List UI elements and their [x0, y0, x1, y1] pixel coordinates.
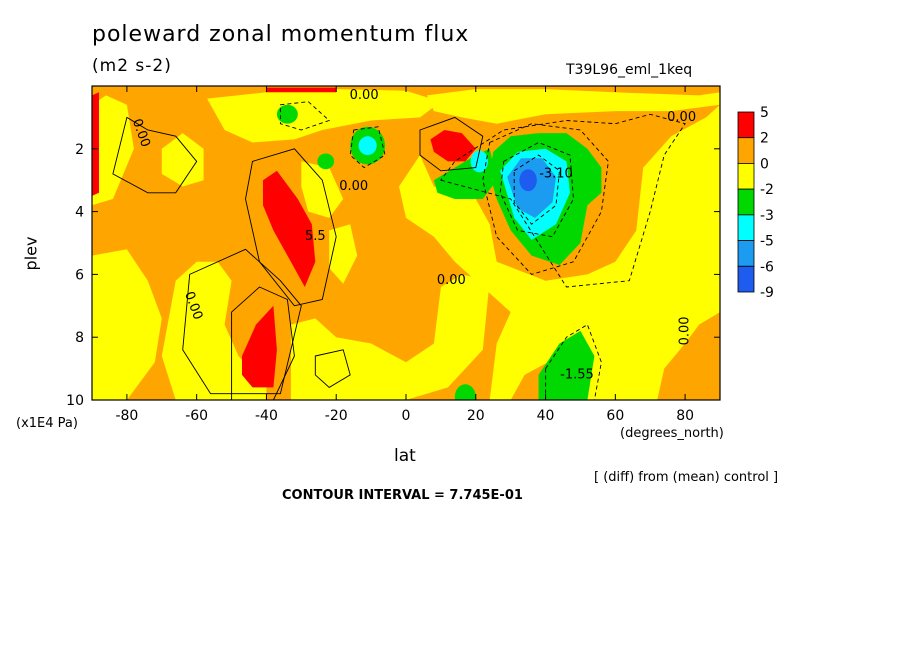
colorbar-swatch-0 — [737, 111, 755, 139]
colorbar-label-1: 2 — [760, 131, 769, 147]
colorbar-swatch-2 — [737, 163, 755, 190]
fill-yellow-region-5 — [301, 161, 344, 218]
colorbar-label-7: -9 — [760, 285, 774, 301]
x-axis-label: lat — [394, 446, 416, 466]
contour-label-2: 0.00 — [667, 110, 696, 125]
x-axis-unit: (degrees_north) — [620, 426, 724, 441]
fill-red-sh-upper — [263, 170, 316, 287]
fill-yellow-region-0 — [92, 95, 134, 206]
fill-red-top — [266, 87, 337, 93]
y-axis-unit: (x1E4 Pa) — [16, 416, 78, 431]
contour-line-10 — [545, 323, 602, 400]
contour-line-4 — [182, 248, 302, 395]
fill-yellow-region-7 — [290, 274, 490, 400]
contour-label-7: -1.55 — [560, 367, 594, 382]
fill-red-edge — [92, 92, 99, 196]
y-tick-label-0: 2 — [75, 142, 84, 158]
fill-yellow-region-10 — [692, 161, 720, 306]
y-tick-label-1: 4 — [75, 205, 84, 221]
colorbar-label-4: -3 — [760, 208, 774, 224]
colorbar-label-5: -5 — [760, 234, 774, 250]
colorbar-swatch-1 — [737, 137, 755, 164]
x-tick-label-2: -40 — [255, 408, 278, 424]
fill-green-blob-2 — [276, 104, 298, 124]
fill-yellow-region-2 — [161, 133, 204, 187]
colorbar-label-0: 5 — [760, 105, 769, 121]
y-tick-label-3: 8 — [75, 330, 84, 346]
x-tick-label-0: -80 — [115, 408, 138, 424]
fill-blue-core — [519, 169, 537, 192]
contour-line-8 — [513, 154, 560, 225]
chart-title: poleward zonal momentum flux — [92, 22, 470, 47]
colorbar-label-3: -2 — [760, 182, 774, 198]
contour-line-13 — [314, 349, 351, 388]
fill-yellow-region-9 — [426, 89, 720, 124]
run-label: T39L96_eml_1keq — [566, 62, 693, 78]
x-tick-label-5: 20 — [467, 408, 485, 424]
contour-interval: CONTOUR INTERVAL = 7.745E-01 — [282, 488, 523, 503]
contour-label-9: 5.5 — [305, 229, 326, 244]
contour-line-3 — [231, 286, 295, 400]
contour-label-3: 0.00 — [339, 179, 368, 194]
fill-yellow-region-6 — [329, 224, 358, 284]
fill-yellow-region-1 — [92, 249, 162, 400]
contour-line-12 — [349, 126, 386, 169]
fill-red-sh-lower — [242, 305, 277, 388]
fill-yellow-region-8 — [399, 104, 720, 400]
contour-line-5 — [419, 116, 484, 172]
fill-cyan-blob-1 — [358, 136, 377, 156]
colorbar-label-2: 0 — [760, 156, 769, 172]
colorbar-swatch-5 — [737, 240, 755, 267]
y-tick-label-4: 10 — [66, 393, 84, 409]
x-tick-label-7: 60 — [606, 408, 624, 424]
colorbar-label-6: -6 — [760, 259, 774, 275]
x-tick-label-1: -60 — [185, 408, 208, 424]
colorbar-swatch-6 — [737, 265, 755, 293]
x-tick-label-6: 40 — [537, 408, 555, 424]
x-tick-label-4: 0 — [402, 408, 411, 424]
contour-line-6 — [482, 123, 609, 275]
contour-line-11 — [279, 101, 331, 131]
colorbar-swatch-4 — [737, 214, 755, 241]
contour-labels: 0.000.000.000.000.000.000.00-1.55-3.105.… — [129, 88, 696, 382]
fill-red-nh — [430, 130, 476, 162]
fill-cyan-blob-2 — [470, 150, 488, 173]
x-tick-label-8: 80 — [676, 408, 694, 424]
contour-line-9 — [440, 113, 686, 288]
diff-note: [ (diff) from (mean) control ] — [594, 470, 779, 485]
axes: -80 -60 -40 -20 0 20 40 60 80 2 4 6 8 10 — [66, 86, 720, 424]
colorbar-swatch-3 — [737, 188, 755, 216]
contour-line-2 — [245, 148, 337, 307]
contour-label-5: 0.00 — [437, 273, 466, 288]
contour-line-1 — [112, 116, 198, 194]
y-tick-label-2: 6 — [75, 267, 84, 283]
colorbar: 5 2 0 -2 -3 -5 -6 -9 — [737, 105, 774, 301]
contour-label-1: 0.00 — [350, 88, 379, 103]
fill-green-blob-4 — [454, 384, 476, 400]
x-tick-label-3: -20 — [325, 408, 348, 424]
chart-units: (m2 s-2) — [92, 56, 172, 76]
fill-green-blob-3 — [317, 153, 335, 170]
contour-label-6: 0.00 — [678, 316, 693, 345]
contour-line-7 — [499, 142, 574, 238]
contour-label-8: -3.10 — [539, 166, 573, 181]
contour-lines — [112, 101, 686, 400]
contour-fills — [92, 86, 720, 400]
fill-green-south — [538, 330, 595, 400]
